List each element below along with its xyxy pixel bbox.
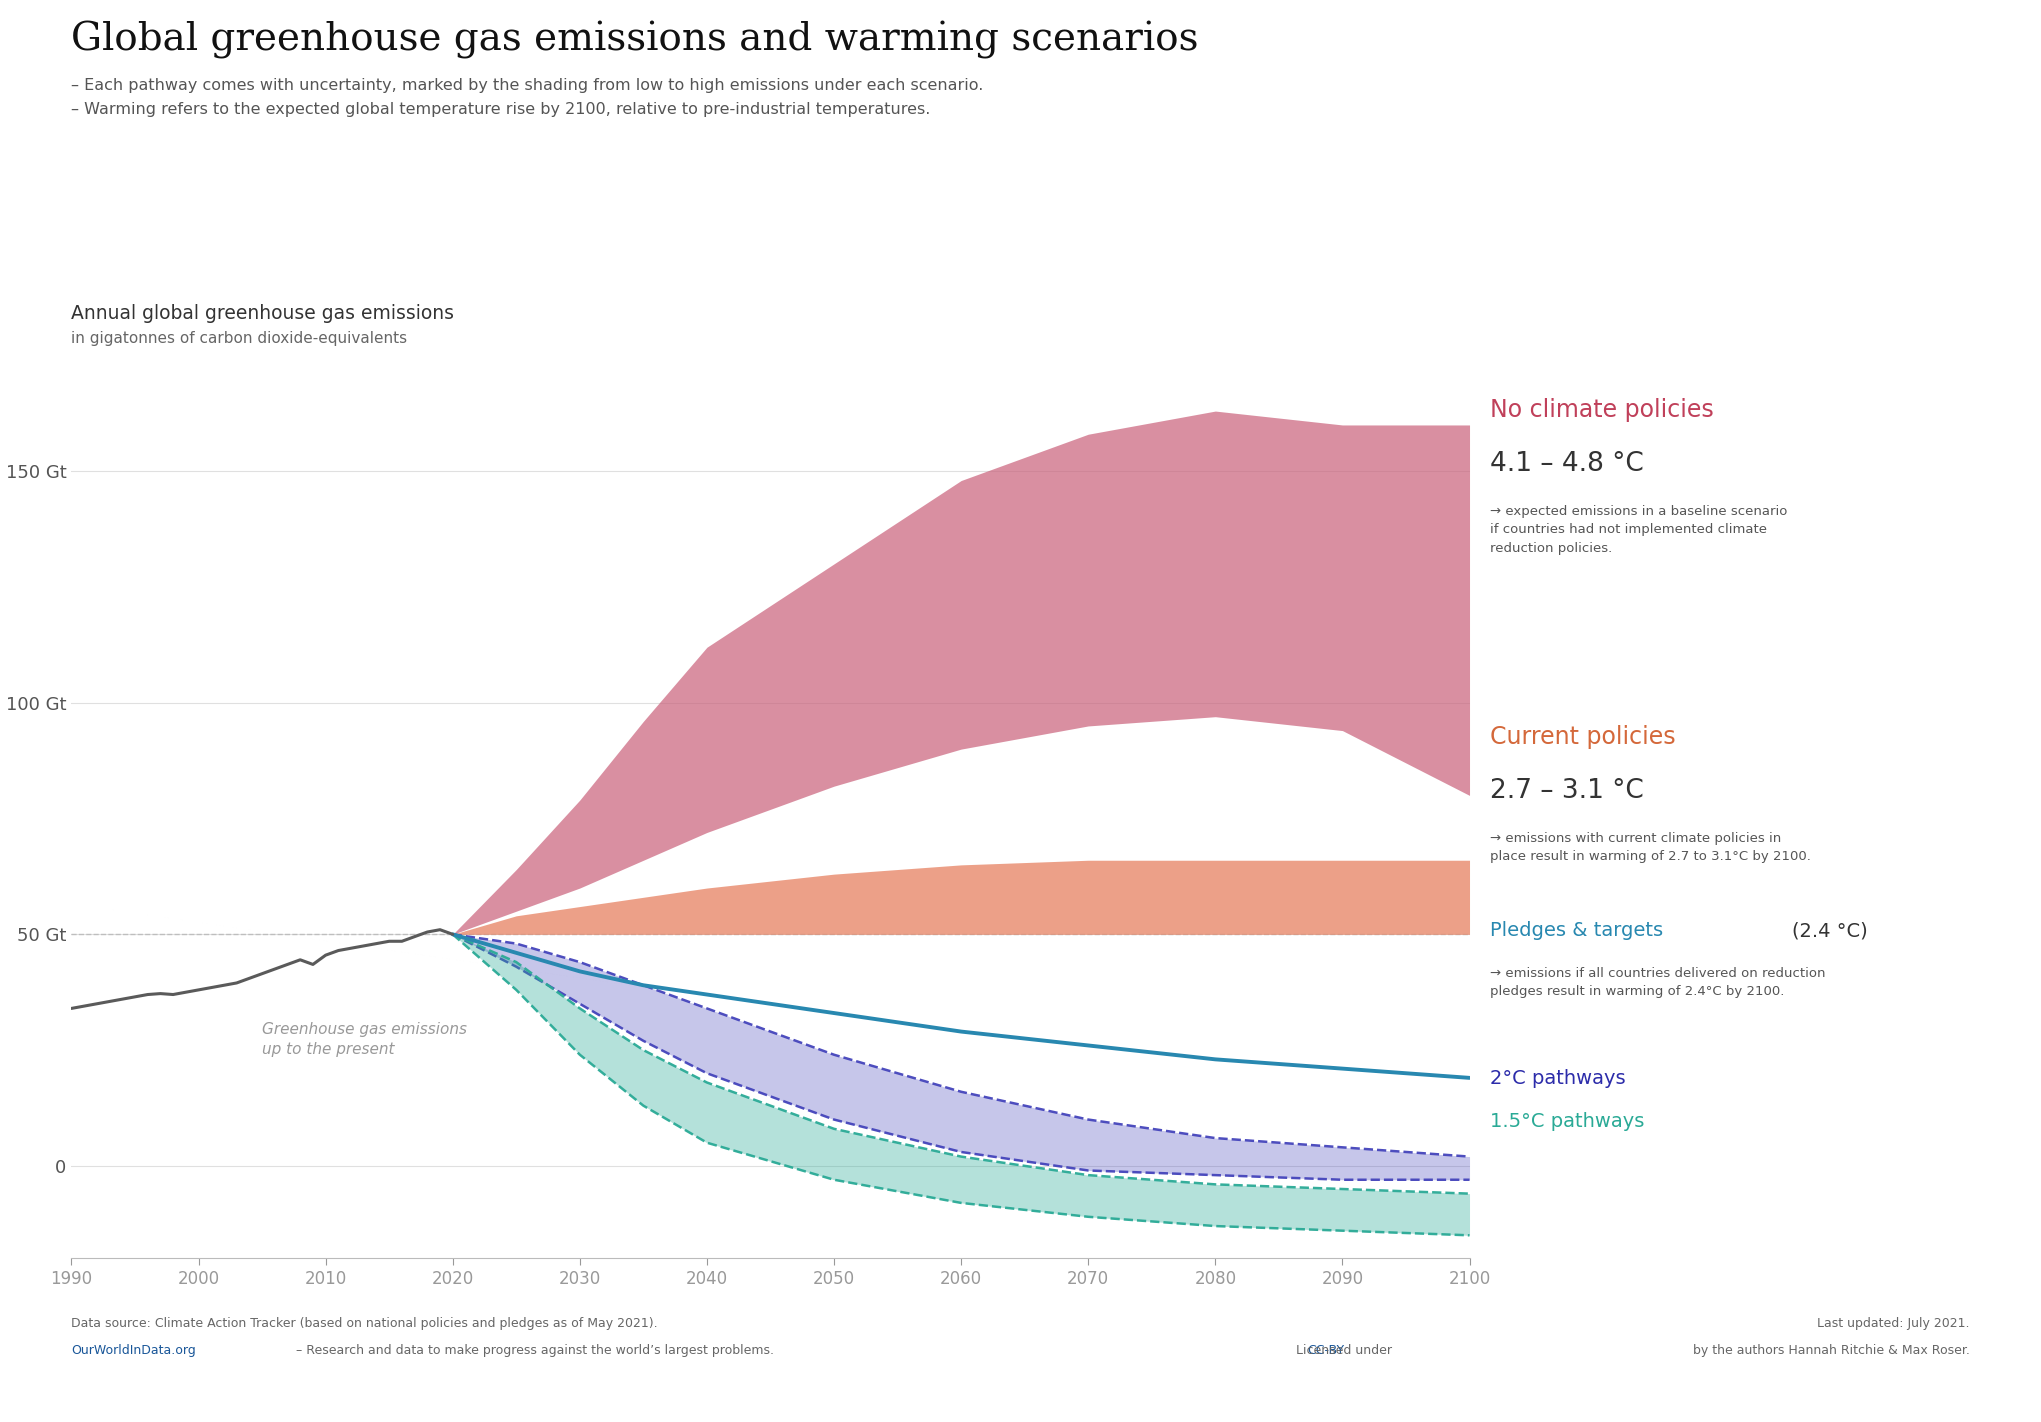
Text: Licensed under: Licensed under xyxy=(1296,1344,1396,1357)
Text: 1.5°C pathways: 1.5°C pathways xyxy=(1490,1112,1645,1130)
Text: – Research and data to make progress against the world’s largest problems.: – Research and data to make progress aga… xyxy=(292,1344,774,1357)
Text: Annual global greenhouse gas emissions: Annual global greenhouse gas emissions xyxy=(71,304,455,323)
Text: 2°C pathways: 2°C pathways xyxy=(1490,1069,1625,1088)
Text: in gigatonnes of carbon dioxide-equivalents: in gigatonnes of carbon dioxide-equivale… xyxy=(71,330,408,346)
Text: → expected emissions in a baseline scenario
if countries had not implemented cli: → expected emissions in a baseline scena… xyxy=(1490,505,1788,555)
Text: in Data: in Data xyxy=(1929,63,1982,75)
Text: (2.4 °C): (2.4 °C) xyxy=(1792,921,1868,940)
Text: → emissions if all countries delivered on reduction
pledges result in warming of: → emissions if all countries delivered o… xyxy=(1490,967,1825,998)
Text: – Each pathway comes with uncertainty, marked by the shading from low to high em: – Each pathway comes with uncertainty, m… xyxy=(71,78,984,94)
Text: OurWorldInData.org: OurWorldInData.org xyxy=(71,1344,196,1357)
Text: Our World: Our World xyxy=(1916,28,1994,41)
Text: Current policies: Current policies xyxy=(1490,725,1676,749)
Text: – Warming refers to the expected global temperature rise by 2100, relative to pr: – Warming refers to the expected global … xyxy=(71,102,931,118)
Text: Greenhouse gas emissions
up to the present: Greenhouse gas emissions up to the prese… xyxy=(261,1022,467,1057)
Text: 4.1 – 4.8 °C: 4.1 – 4.8 °C xyxy=(1490,451,1643,476)
Text: CC-BY: CC-BY xyxy=(1306,1344,1345,1357)
Text: Last updated: July 2021.: Last updated: July 2021. xyxy=(1816,1317,1970,1330)
Text: Data source: Climate Action Tracker (based on national policies and pledges as o: Data source: Climate Action Tracker (bas… xyxy=(71,1317,657,1330)
Text: by the authors Hannah Ritchie & Max Roser.: by the authors Hannah Ritchie & Max Rose… xyxy=(1688,1344,1970,1357)
Text: No climate policies: No climate policies xyxy=(1490,398,1714,422)
Text: 2.7 – 3.1 °C: 2.7 – 3.1 °C xyxy=(1490,778,1643,803)
Text: Global greenhouse gas emissions and warming scenarios: Global greenhouse gas emissions and warm… xyxy=(71,21,1198,60)
Text: Pledges & targets: Pledges & targets xyxy=(1490,921,1663,940)
Text: → emissions with current climate policies in
place result in warming of 2.7 to 3: → emissions with current climate policie… xyxy=(1490,832,1810,863)
